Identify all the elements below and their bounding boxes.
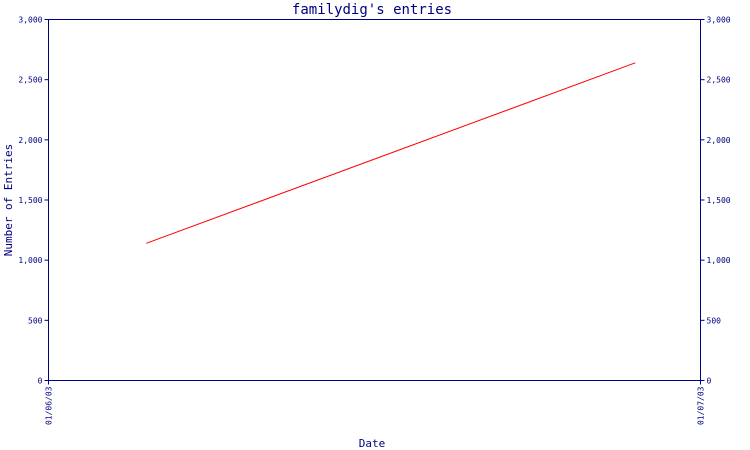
y-tick-label-left: 2,500 xyxy=(18,76,42,85)
left-y-axis: 0 500 1,000 1,500 2,000 2,500 3,000 xyxy=(18,16,49,386)
x-axis-label: Date xyxy=(359,437,386,450)
y-tick-label-right: 0 xyxy=(707,377,712,386)
y-tick-label-right: 1,000 xyxy=(707,256,731,265)
y-tick-label-left: 1,000 xyxy=(18,256,42,265)
y-axis-label: Number of Entries xyxy=(2,144,15,257)
entries-series-line xyxy=(146,62,636,244)
x-tick-label: 01/06/03 xyxy=(45,386,54,425)
x-axis: 01/06/03 01/07/03 xyxy=(45,380,706,425)
series-layer xyxy=(146,62,636,244)
right-y-axis: 0 500 1,000 1,500 2,000 2,500 3,000 xyxy=(700,16,731,386)
y-tick-label-right: 2,000 xyxy=(707,136,731,145)
chart-title: familydig's entries xyxy=(292,2,452,18)
y-tick-label-left: 0 xyxy=(38,377,43,386)
y-tick-label-left: 500 xyxy=(28,316,43,325)
y-tick-label-left: 2,000 xyxy=(18,136,42,145)
y-tick-label-right: 1,500 xyxy=(707,196,731,205)
y-tick-label-right: 2,500 xyxy=(707,76,731,85)
y-tick-label-left: 3,000 xyxy=(18,16,42,25)
plot-frame xyxy=(48,19,701,381)
y-tick-label-right: 3,000 xyxy=(707,16,731,25)
x-tick-label: 01/07/03 xyxy=(697,386,706,425)
y-tick-label-right: 500 xyxy=(707,316,722,325)
y-tick-label-left: 1,500 xyxy=(18,196,42,205)
